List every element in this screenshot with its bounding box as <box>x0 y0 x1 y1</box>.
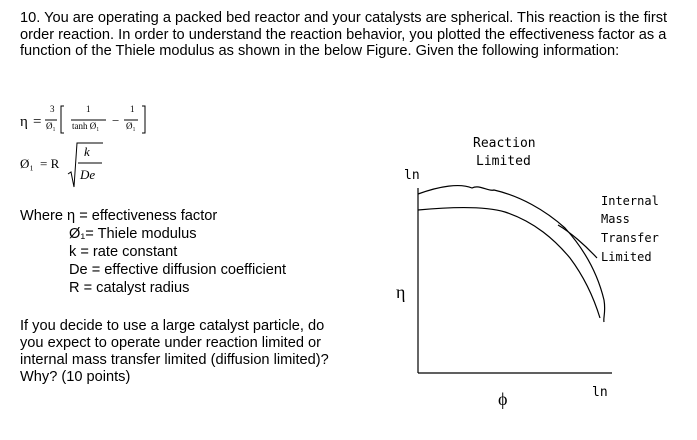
internal-label: Mass <box>601 212 630 226</box>
upper-curve <box>417 184 606 323</box>
eq-lhs: η <box>20 114 28 130</box>
reaction-label: Reaction <box>473 136 536 151</box>
y-axis-top: ln <box>404 168 420 183</box>
internal-label: Limited <box>601 250 652 264</box>
ask-line: internal mass transfer limited (diffusio… <box>20 352 329 368</box>
pointer-line <box>557 224 598 259</box>
x-axis-end: ln <box>592 385 608 400</box>
definition: k = rate constant <box>69 244 178 260</box>
eq2-den: De <box>80 167 96 182</box>
ask-line: If you decide to use a large catalyst pa… <box>20 318 325 334</box>
eq2-num: k <box>84 144 90 159</box>
reaction-label: Limited <box>476 154 531 169</box>
eq-inner2-den: Ø₁ <box>126 121 136 131</box>
definition: Where η = effectiveness factor <box>20 208 218 224</box>
y-axis-label: η <box>396 282 406 302</box>
lower-curve <box>417 207 601 319</box>
x-axis-label: ϕ <box>498 389 508 409</box>
eq-inner-num: 1 <box>86 104 91 114</box>
question-intro: 10. You are operating a packed bed react… <box>20 10 668 60</box>
definition: R = catalyst radius <box>69 280 190 296</box>
internal-label: Internal <box>601 194 659 208</box>
eq-sign: = <box>33 114 42 130</box>
ask-line: you expect to operate under reaction lim… <box>20 335 321 351</box>
eq-num: 3 <box>50 104 55 114</box>
internal-label: Transfer <box>601 231 659 245</box>
definition: De = effective diffusion coefficient <box>69 262 287 278</box>
eq-inner-den: tanh Ø₁ <box>72 121 100 131</box>
eq-inner2-num: 1 <box>130 104 135 114</box>
eq-minus: − <box>112 113 120 128</box>
eq2-sign: = R <box>40 156 60 171</box>
definition: Ø₁= Thiele modulus <box>69 226 197 242</box>
ask-line: Why? (10 points) <box>20 369 131 385</box>
eq-den: Ø₁ <box>46 121 56 131</box>
eq2-lhs: Ø₁ <box>20 156 34 171</box>
